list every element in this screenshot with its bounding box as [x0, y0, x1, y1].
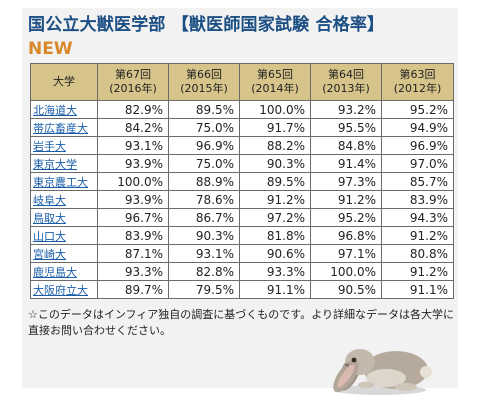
pass-rate-cell: 79.5% [168, 280, 240, 299]
new-badge: NEW [28, 39, 73, 59]
table-row: 東京大学 93.9% 75.0% 90.3% 91.4% 97.0% [30, 154, 454, 173]
table-row: 東京農工大 100.0% 88.9% 89.5% 97.3% 85.7% [30, 172, 454, 191]
page-title: 国公立大獣医学部 【獣医師国家試験 合格率】 [28, 10, 458, 35]
pass-rate-cell: 75.0% [168, 154, 240, 173]
university-link[interactable]: 宮崎大 [30, 244, 98, 263]
pass-rate-cell: 82.8% [168, 262, 240, 281]
pass-rate-cell: 96.9% [381, 136, 454, 155]
column-header-exam: 第65回 (2014年) [239, 63, 311, 101]
column-header-university: 大学 [30, 63, 98, 101]
pass-rate-cell: 84.8% [310, 136, 382, 155]
pass-rate-cell: 83.9% [97, 226, 169, 245]
pass-rate-cell: 91.1% [239, 280, 311, 299]
pass-rate-cell: 75.0% [168, 118, 240, 137]
rabbit-front-paw [358, 381, 374, 389]
table-row: 帯広畜産大 84.2% 75.0% 91.7% 95.5% 94.9% [30, 118, 454, 137]
table-row: 山口大 83.9% 90.3% 81.8% 96.8% 91.2% [30, 226, 454, 245]
pass-rate-cell: 83.9% [381, 190, 454, 209]
pass-rate-cell: 80.8% [381, 244, 454, 263]
pass-rate-cell: 93.3% [97, 262, 169, 281]
pass-rate-cell: 86.7% [168, 208, 240, 227]
university-link[interactable]: 帯広畜産大 [30, 118, 98, 137]
pass-rate-cell: 93.3% [239, 262, 311, 281]
pass-rate-cell: 91.7% [239, 118, 311, 137]
pass-rate-cell: 85.7% [381, 172, 454, 191]
table-row: 岐阜大 93.9% 78.6% 91.2% 91.2% 83.9% [30, 190, 454, 209]
table-row: 鹿児島大 93.3% 82.8% 93.3% 100.0% 91.2% [30, 262, 454, 281]
pass-rate-cell: 93.9% [97, 190, 169, 209]
pass-rate-cell: 89.7% [97, 280, 169, 299]
table-header-row: 大学 第67回 (2016年) 第66回 (2015年) 第65回 (2014年) 第… [30, 63, 454, 101]
rabbit-tail [420, 366, 432, 378]
pass-rate-cell: 94.3% [381, 208, 454, 227]
table-row: 宮崎大 87.1% 93.1% 90.6% 97.1% 80.8% [30, 244, 454, 263]
pass-rate-cell: 78.6% [168, 190, 240, 209]
pass-rate-cell: 93.1% [168, 244, 240, 263]
column-header-exam: 第63回 (2012年) [381, 63, 454, 101]
pass-rate-cell: 87.1% [97, 244, 169, 263]
pass-rate-cell: 97.2% [239, 208, 311, 227]
university-link[interactable]: 北海道大 [30, 100, 98, 119]
pass-rate-cell: 100.0% [239, 100, 311, 119]
university-link[interactable]: 山口大 [30, 226, 98, 245]
pass-rate-cell: 95.5% [310, 118, 382, 137]
pass-rate-cell: 90.3% [239, 154, 311, 173]
pass-rate-cell: 93.2% [310, 100, 382, 119]
pass-rate-cell: 89.5% [168, 100, 240, 119]
column-header-exam: 第67回 (2016年) [97, 63, 169, 101]
pass-rate-cell: 97.0% [381, 154, 454, 173]
pass-rate-cell: 91.4% [310, 154, 382, 173]
rabbit-belly [366, 369, 406, 387]
university-link[interactable]: 岐阜大 [30, 190, 98, 209]
university-link[interactable]: 大阪府立大 [30, 280, 98, 299]
rabbit-ear-inner [337, 364, 355, 388]
rabbit-hind-paw [395, 383, 417, 391]
pass-rate-cell: 91.2% [381, 226, 454, 245]
pass-rate-cell: 91.2% [239, 190, 311, 209]
pass-rate-cell: 84.2% [97, 118, 169, 137]
rabbit-nose [345, 363, 349, 367]
university-link[interactable]: 東京農工大 [30, 172, 98, 191]
pass-rate-cell: 97.1% [310, 244, 382, 263]
pass-rate-cell: 95.2% [310, 208, 382, 227]
rabbit-eye [351, 357, 357, 363]
table-row: 岩手大 93.1% 96.9% 88.2% 84.8% 96.9% [30, 136, 454, 155]
pass-rate-cell: 96.8% [310, 226, 382, 245]
pass-rate-cell: 93.9% [97, 154, 169, 173]
pass-rate-cell: 93.1% [97, 136, 169, 155]
rabbit-illustration [333, 349, 432, 395]
column-header-exam: 第66回 (2015年) [168, 63, 240, 101]
university-link[interactable]: 東京大学 [30, 154, 98, 173]
footnote: ☆このデータはインフィア独自の調査に基づくものです。より詳細なデータは各大学に直… [28, 308, 454, 337]
pass-rate-cell: 91.2% [310, 190, 382, 209]
pass-rate-cell: 88.2% [239, 136, 311, 155]
pass-rate-cell: 96.9% [168, 136, 240, 155]
pass-rate-cell: 90.6% [239, 244, 311, 263]
university-link[interactable]: 岩手大 [30, 136, 98, 155]
pass-rate-cell: 96.7% [97, 208, 169, 227]
table-row: 大阪府立大 89.7% 79.5% 91.1% 90.5% 91.1% [30, 280, 454, 299]
university-link[interactable]: 鳥取大 [30, 208, 98, 227]
table-row: 鳥取大 96.7% 86.7% 97.2% 95.2% 94.3% [30, 208, 454, 227]
pass-rate-cell: 91.1% [381, 280, 454, 299]
pass-rate-cell: 95.2% [381, 100, 454, 119]
pass-rate-cell: 94.9% [381, 118, 454, 137]
university-link[interactable]: 鹿児島大 [30, 262, 98, 281]
pass-rate-cell: 91.2% [381, 262, 454, 281]
pass-rate-cell: 82.9% [97, 100, 169, 119]
pass-rate-cell: 90.3% [168, 226, 240, 245]
page-title-sub: 【獣医師国家試験 合格率】 [171, 15, 385, 35]
pass-rate-cell: 89.5% [239, 172, 311, 191]
pass-rate-cell: 90.5% [310, 280, 382, 299]
pass-rate-cell: 88.9% [168, 172, 240, 191]
pass-rate-cell: 100.0% [97, 172, 169, 191]
table-row: 北海道大 82.9% 89.5% 100.0% 93.2% 95.2% [30, 100, 454, 119]
pass-rate-cell: 81.8% [239, 226, 311, 245]
pass-rate-cell: 97.3% [310, 172, 382, 191]
page-title-main: 国公立大獣医学部 [28, 15, 166, 35]
column-header-exam: 第64回 (2013年) [310, 63, 382, 101]
pass-rate-table: 大学 第67回 (2016年) 第66回 (2015年) 第65回 (2014年) 第… [30, 63, 454, 299]
pass-rate-cell: 100.0% [310, 262, 382, 281]
